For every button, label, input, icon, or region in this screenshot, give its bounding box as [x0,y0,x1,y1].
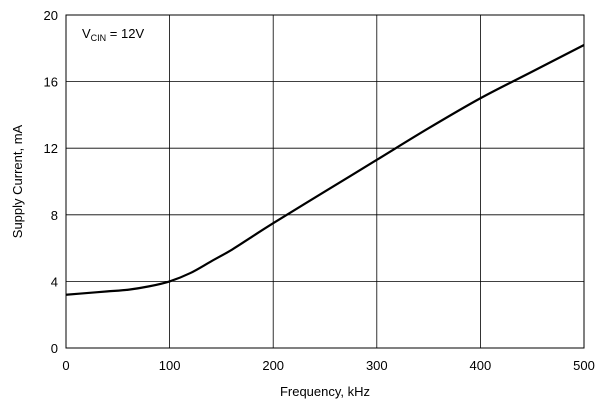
supply-current-line [65,43,585,296]
x-tick-label: 300 [366,358,388,373]
x-tick-label: 0 [62,358,69,373]
y-axis-ticks: 0 4 8 12 16 20 [44,8,58,356]
y-axis-label: Supply Current, mA [10,124,25,238]
x-axis-ticks: 0 100 200 300 400 500 [62,358,594,373]
x-axis-label: Frequency, kHz [280,384,370,399]
annotation-rest: = 12V [106,26,144,41]
annotation-subscript: CIN [91,33,107,43]
y-tick-label: 20 [44,8,58,23]
annotation-main: V [82,26,91,41]
x-tick-label: 500 [573,358,595,373]
grid [65,14,585,349]
x-tick-label: 200 [262,358,284,373]
y-tick-label: 12 [44,141,58,156]
plot-frame [65,14,585,349]
x-tick-label: 100 [159,358,181,373]
y-tick-label: 4 [51,274,58,289]
x-tick-label: 400 [470,358,492,373]
y-tick-label: 16 [44,75,58,90]
y-tick-label: 8 [51,208,58,223]
vcin-annotation: VCIN = 12V [82,26,144,43]
y-tick-label: 0 [51,341,58,356]
